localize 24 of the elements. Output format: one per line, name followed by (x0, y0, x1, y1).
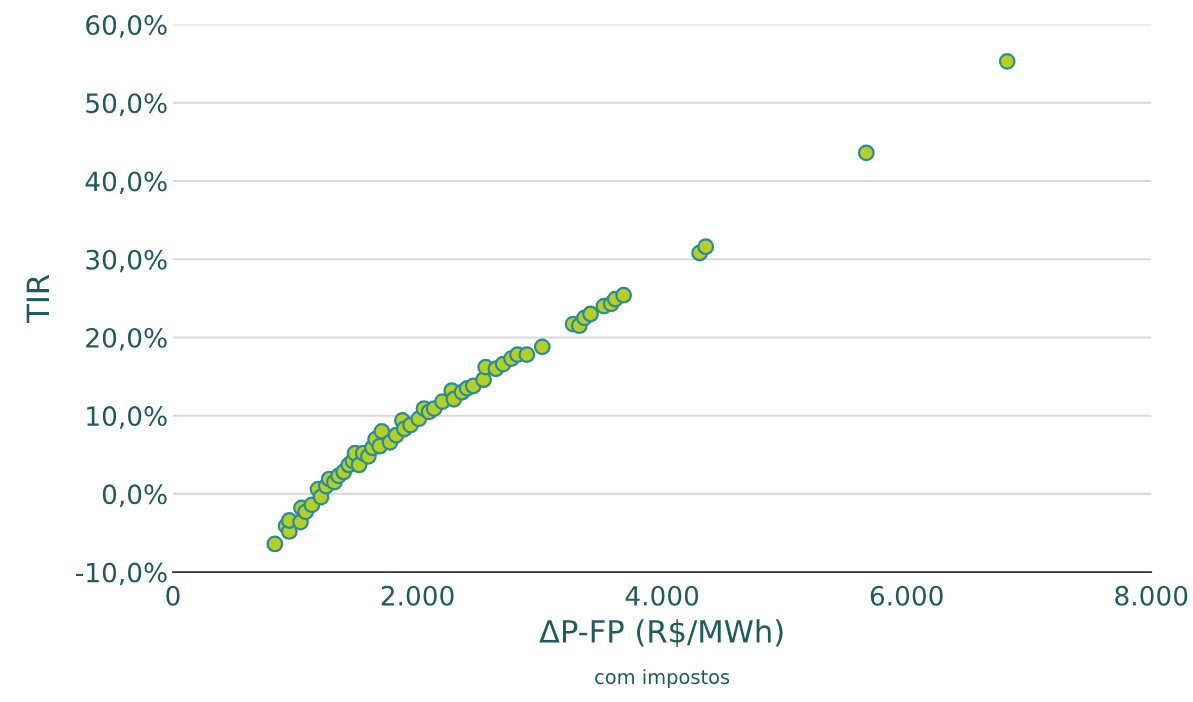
y-tick-label: 50,0% (86, 93, 167, 116)
point (533, 338, 551, 356)
text: com impostos (595, 669, 730, 688)
x-tick-label: 6.000 (870, 585, 943, 606)
y-tick-label: 20,0% (86, 327, 167, 351)
point (518, 346, 536, 364)
point (998, 52, 1016, 70)
point (697, 238, 715, 256)
y-tick-label: -10,0% (76, 562, 167, 586)
point (266, 535, 284, 553)
x-tick-label: 8.000 (1115, 585, 1188, 606)
y-tick-label: 0,0% (102, 484, 167, 507)
point (582, 305, 599, 323)
x-tick-label: 4.000 (625, 585, 699, 606)
x-axis-title: ΔP-FP (R$/MWh) (539, 619, 783, 647)
y-tick-label: 30,0% (86, 249, 167, 273)
x-tick-label: 2.000 (381, 585, 454, 606)
y-tick-label: 40,0% (85, 171, 167, 195)
point (615, 286, 632, 304)
x-tick-label: 0 (166, 585, 180, 606)
y-tick-label: 10,0% (87, 406, 167, 429)
point (857, 144, 875, 162)
y-axis-title: TIR (26, 274, 49, 323)
y-tick-label: 60,0% (86, 15, 167, 38)
